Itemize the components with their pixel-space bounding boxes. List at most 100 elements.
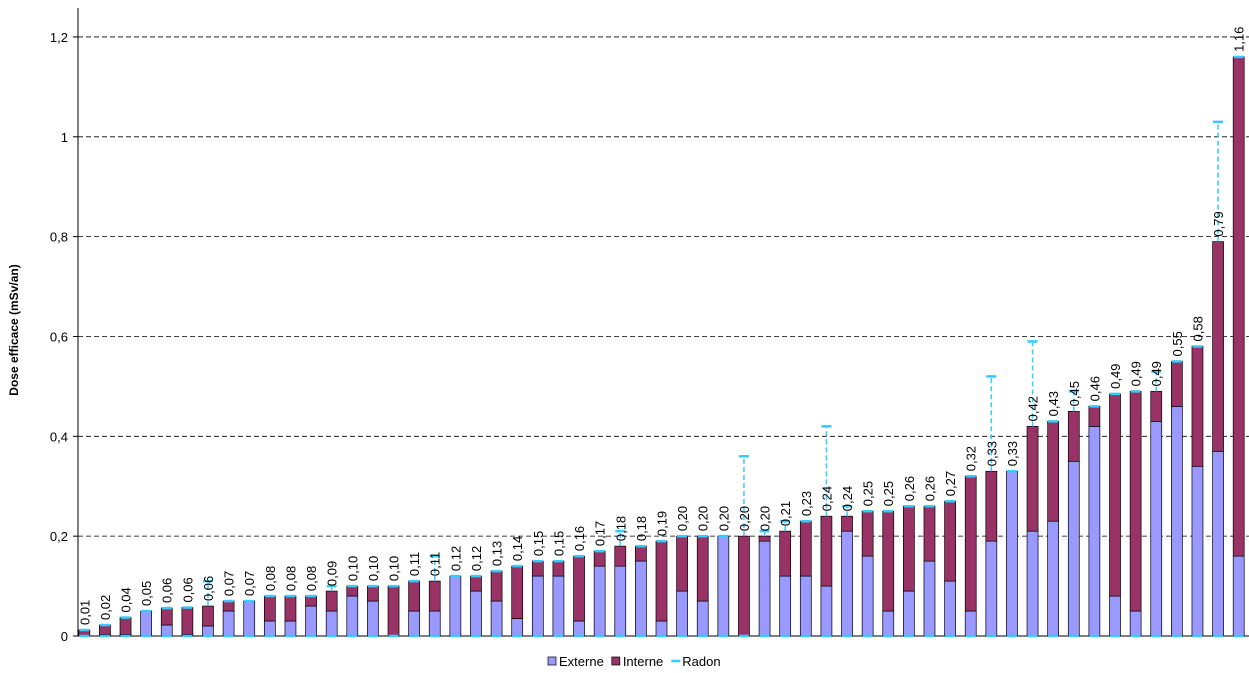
value-label: 0,49: [1108, 364, 1123, 389]
bar-segment: [367, 600, 379, 637]
value-label: 0,12: [448, 546, 463, 571]
value-label: 0,20: [737, 506, 752, 531]
bar-segment: [923, 505, 936, 562]
bar-segment: [676, 590, 688, 637]
y-tick-label: 0,4: [50, 429, 68, 444]
bar-segment: [923, 560, 936, 637]
legend-label: Radon: [682, 654, 720, 669]
value-label: 0,01: [77, 600, 92, 625]
value-label: 0,16: [572, 526, 587, 551]
value-label: 0,10: [366, 556, 381, 581]
bar-segment: [1047, 420, 1060, 522]
bar-segment: [531, 560, 544, 577]
bar-segment: [593, 550, 606, 567]
value-label: 0,10: [345, 556, 360, 581]
bar-segment: [1067, 460, 1080, 637]
legend-swatch: [547, 656, 557, 666]
bar-segment: [614, 545, 627, 567]
value-label: 0,26: [922, 476, 937, 501]
bar-segment: [511, 565, 524, 619]
bar-segment: [1212, 241, 1224, 452]
value-label: 0,19: [655, 511, 670, 536]
value-label: 0,42: [1026, 396, 1041, 421]
bar-segment: [552, 560, 565, 577]
value-label: 0,21: [778, 501, 793, 526]
value-label: 0,58: [1190, 316, 1205, 341]
value-label: 0,32: [964, 446, 979, 471]
bar-segment: [1109, 393, 1121, 597]
bar-segment: [325, 590, 338, 612]
y-tick-label: 1,2: [50, 30, 68, 45]
bar-segment: [903, 505, 915, 592]
bar-segment: [861, 555, 874, 637]
bar-segment: [1171, 406, 1183, 637]
bar-segment: [841, 515, 853, 532]
bar-segment: [573, 555, 585, 622]
value-label: 0,26: [902, 476, 917, 501]
value-label: 0,06: [160, 578, 175, 603]
bar-segment: [944, 500, 956, 582]
bar-segment: [738, 535, 750, 637]
bar-segment: [1150, 420, 1163, 637]
bar-segment: [284, 620, 297, 637]
value-label: 0,05: [139, 581, 154, 606]
bar-segment: [449, 575, 462, 637]
bar-segment: [655, 540, 668, 622]
bar-segment: [305, 595, 317, 607]
bar-segment: [490, 570, 503, 602]
bar-segment: [346, 595, 359, 637]
bar-segment: [964, 475, 977, 612]
bar-segment: [222, 600, 235, 612]
value-label: 0,11: [428, 552, 443, 576]
bar-segment: [222, 610, 235, 637]
bar-segment: [1088, 425, 1101, 637]
bar-segment: [119, 617, 132, 635]
bar-segment: [428, 610, 441, 637]
value-label: 0,23: [799, 491, 814, 516]
value-label: 0,25: [881, 481, 896, 506]
bar-segment: [635, 545, 647, 562]
value-label: 0,14: [510, 536, 525, 561]
bar-segment: [202, 625, 214, 637]
value-label: 0,15: [551, 531, 566, 556]
value-label: 0,27: [943, 471, 958, 496]
bar-segment: [408, 610, 420, 637]
bar-segment: [758, 540, 771, 637]
y-tick-label: 1: [61, 130, 68, 145]
y-axis-label: Dose efficace (mSv/an): [7, 264, 21, 395]
bar-segment: [882, 510, 895, 612]
bar-segment: [985, 470, 998, 542]
bar-segment: [676, 535, 688, 592]
bar-segment: [470, 590, 482, 637]
value-label: 0,08: [304, 566, 319, 591]
bar-segment: [263, 620, 276, 637]
bar-segment: [202, 605, 214, 627]
bar-segment: [346, 585, 359, 597]
bar-segment: [1150, 391, 1163, 422]
legend-swatch: [611, 656, 621, 666]
bar-segment: [531, 575, 544, 637]
value-label: 0,33: [1005, 441, 1020, 466]
value-label: 0,25: [861, 481, 876, 506]
bar-segment: [367, 585, 379, 602]
bar-segment: [160, 607, 173, 626]
bar-segment: [428, 580, 441, 612]
value-label: 0,33: [984, 441, 999, 466]
legend-label: Interne: [623, 654, 663, 669]
y-tick-label: 0: [61, 629, 68, 644]
bar-segment: [552, 575, 565, 637]
bar-segment: [882, 610, 895, 637]
value-label: 0,18: [634, 516, 649, 541]
bar-segment: [799, 520, 812, 577]
value-label: 0,24: [819, 486, 834, 511]
value-label: 0,55: [1170, 331, 1185, 356]
bar-segment: [181, 607, 194, 635]
value-label: 0,20: [716, 506, 731, 531]
bar-segment: [820, 515, 833, 587]
bar-segment: [861, 510, 874, 557]
bar-segment: [944, 580, 956, 637]
value-label: 0,49: [1149, 361, 1164, 386]
bar-segment: [325, 610, 338, 637]
bar-segment: [284, 595, 297, 622]
bar-segment: [758, 535, 771, 542]
